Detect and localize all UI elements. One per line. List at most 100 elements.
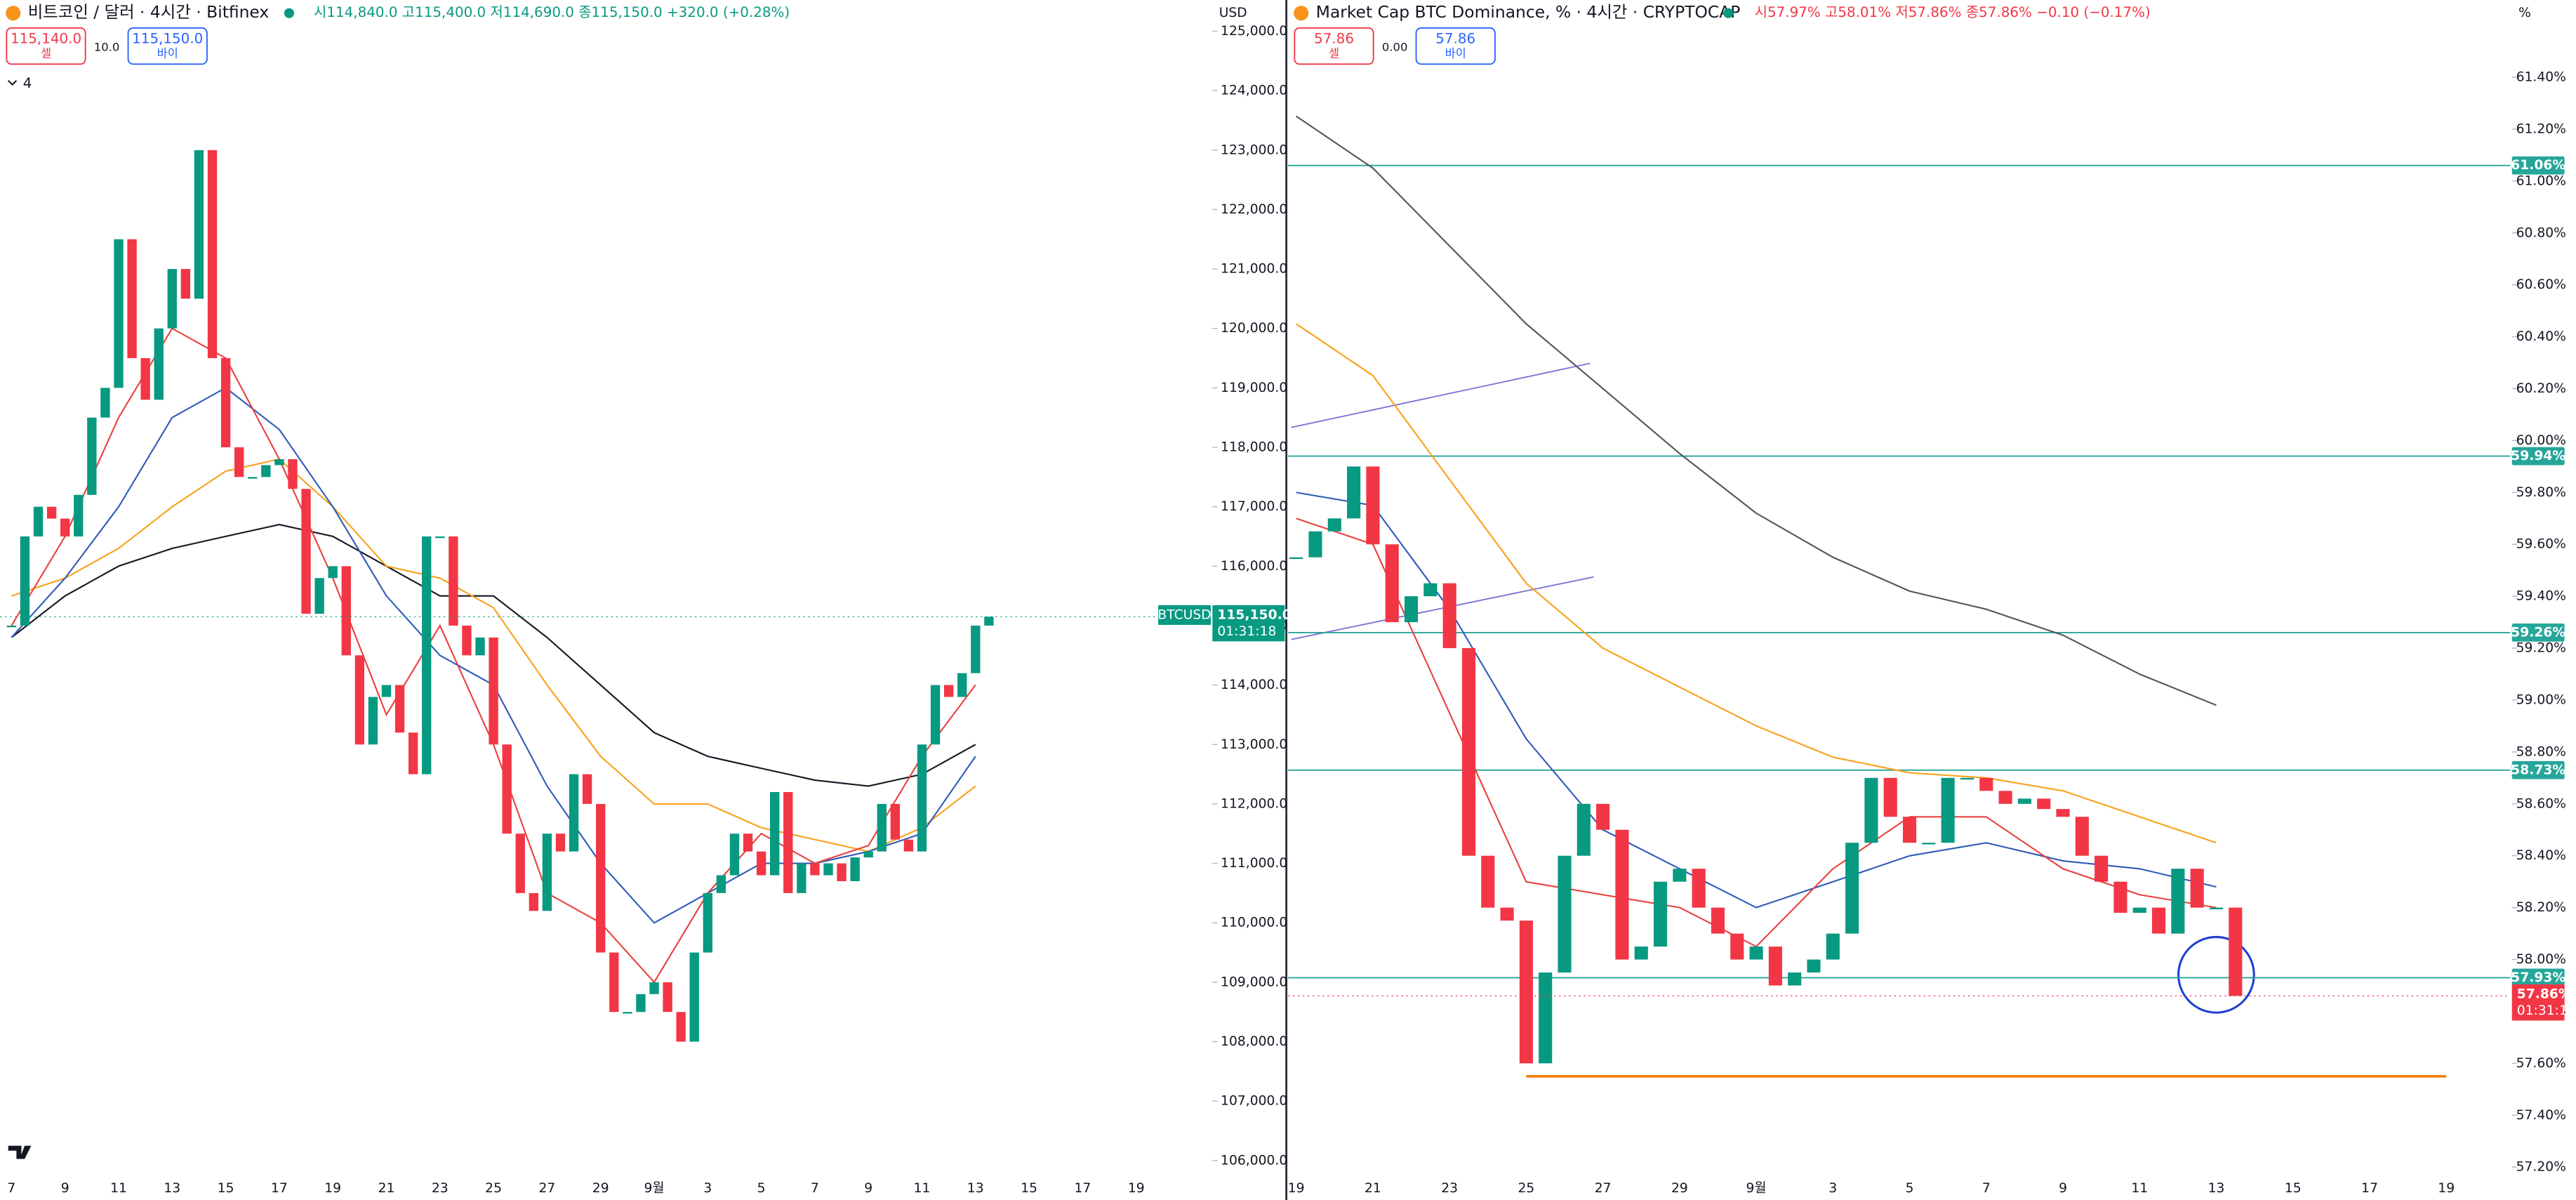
- candle: [596, 803, 606, 953]
- x-tick-label: 17: [1075, 1181, 1091, 1196]
- chart-title: 비트코인 / 달러 · 4시간 · Bitfinex: [28, 2, 270, 22]
- y-tick-label: 58.60%: [2516, 796, 2566, 811]
- candle: [1423, 583, 1438, 597]
- candle: [783, 791, 793, 893]
- candle: [1673, 869, 1687, 882]
- x-tick-label: 13: [164, 1181, 180, 1196]
- x-tick-label: 25: [485, 1181, 502, 1196]
- y-tick-label: 59.80%: [2516, 485, 2566, 500]
- x-tick-label: 9월: [644, 1181, 664, 1196]
- sell-price: 57.86: [1314, 31, 1354, 47]
- candle: [1442, 583, 1456, 649]
- y-tick-label: 58.40%: [2516, 848, 2566, 863]
- candle: [381, 685, 392, 697]
- candle: [810, 863, 820, 876]
- candle: [797, 863, 806, 893]
- y-tick-label: 59.60%: [2516, 537, 2566, 552]
- price-tag-label: 57.86%: [2517, 987, 2572, 1001]
- y-tick-label: 58.80%: [2516, 744, 2566, 759]
- x-tick-label: 29: [592, 1181, 609, 1196]
- candle: [301, 489, 311, 614]
- y-tick-label: 59.20%: [2516, 641, 2566, 656]
- candle: [354, 655, 365, 745]
- candle: [823, 863, 833, 876]
- candle: [1539, 972, 1553, 1064]
- candle: [1289, 557, 1303, 560]
- buy-label: 바이: [157, 47, 178, 60]
- level-tag: [2511, 760, 2565, 779]
- candle: [703, 892, 712, 953]
- candle: [60, 518, 70, 536]
- y-tick-label: 121,000.0: [1221, 262, 1287, 277]
- candle: [314, 578, 324, 614]
- candle: [663, 982, 672, 1013]
- x-tick-label: 19: [1128, 1181, 1145, 1196]
- candle: [1768, 947, 1782, 986]
- x-tick-label: 19: [1288, 1181, 1305, 1196]
- y-tick-label: 124,000.0: [1221, 84, 1287, 98]
- candle: [207, 150, 218, 359]
- sell-button[interactable]: [6, 27, 86, 65]
- candle: [194, 150, 204, 299]
- candle: [1979, 777, 1993, 791]
- y-tick-label: 120,000.0: [1221, 321, 1287, 336]
- candle: [261, 465, 271, 477]
- candle: [1692, 869, 1706, 908]
- candle: [1903, 817, 1917, 843]
- y-tick-label: 119,000.0: [1221, 381, 1287, 395]
- x-tick-label: 21: [378, 1181, 395, 1196]
- candle: [1481, 855, 1495, 908]
- candle: [140, 358, 150, 400]
- x-tick-label: 11: [2131, 1181, 2148, 1196]
- ohlc: 시57.97% 고58.01% 저57.86% 종57.86% −0.10 (−…: [1755, 4, 2151, 20]
- candle: [2171, 869, 2185, 934]
- y-tick-label: 110,000.0: [1221, 916, 1287, 930]
- candle: [1327, 518, 1341, 532]
- indicator-toggle-icon[interactable]: [7, 79, 18, 86]
- candle: [623, 1012, 632, 1014]
- buy-label: 바이: [1445, 47, 1466, 60]
- y-tick-label: 59.40%: [2516, 589, 2566, 604]
- y-tick-label: 108,000.0: [1221, 1034, 1287, 1049]
- y-tick-label: 60.00%: [2516, 433, 2566, 448]
- candle: [1807, 959, 1821, 973]
- sell-button[interactable]: [1294, 27, 1374, 65]
- candle: [274, 459, 284, 466]
- x-tick-label: 9: [2059, 1181, 2067, 1196]
- buy-price: 57.86: [1435, 31, 1475, 47]
- status-dot: [284, 8, 294, 18]
- candle: [903, 839, 914, 852]
- candle: [636, 994, 646, 1013]
- candle: [1385, 544, 1399, 623]
- candle: [422, 536, 432, 774]
- x-tick-label: 9월: [1746, 1181, 1767, 1196]
- candle: [917, 744, 927, 852]
- candle: [341, 566, 351, 656]
- candle: [1845, 843, 1859, 934]
- candle: [542, 833, 552, 911]
- candle: [1519, 921, 1533, 1064]
- moving-average: [1296, 517, 2217, 948]
- level-label: 58.73%: [2511, 763, 2565, 777]
- candle: [449, 536, 458, 626]
- candle: [756, 851, 766, 876]
- candle: [1941, 777, 1955, 843]
- candle: [2113, 881, 2127, 914]
- x-tick-label: 15: [218, 1181, 234, 1196]
- candle: [676, 1012, 686, 1042]
- y-tick-label: 107,000.0: [1221, 1094, 1287, 1109]
- candle: [555, 833, 566, 852]
- trend-line: [1291, 362, 1591, 428]
- buy-button[interactable]: [127, 27, 208, 65]
- indicator-count[interactable]: 4: [23, 75, 32, 91]
- buy-button[interactable]: [1415, 27, 1496, 65]
- candle: [2209, 907, 2224, 909]
- x-tick-label: 5: [1906, 1181, 1914, 1196]
- candle: [180, 269, 191, 299]
- candle: [2017, 798, 2031, 804]
- level-tag: [2511, 624, 2565, 642]
- y-tick-label: 60.20%: [2516, 381, 2566, 396]
- level-label: 57.93%: [2511, 970, 2565, 985]
